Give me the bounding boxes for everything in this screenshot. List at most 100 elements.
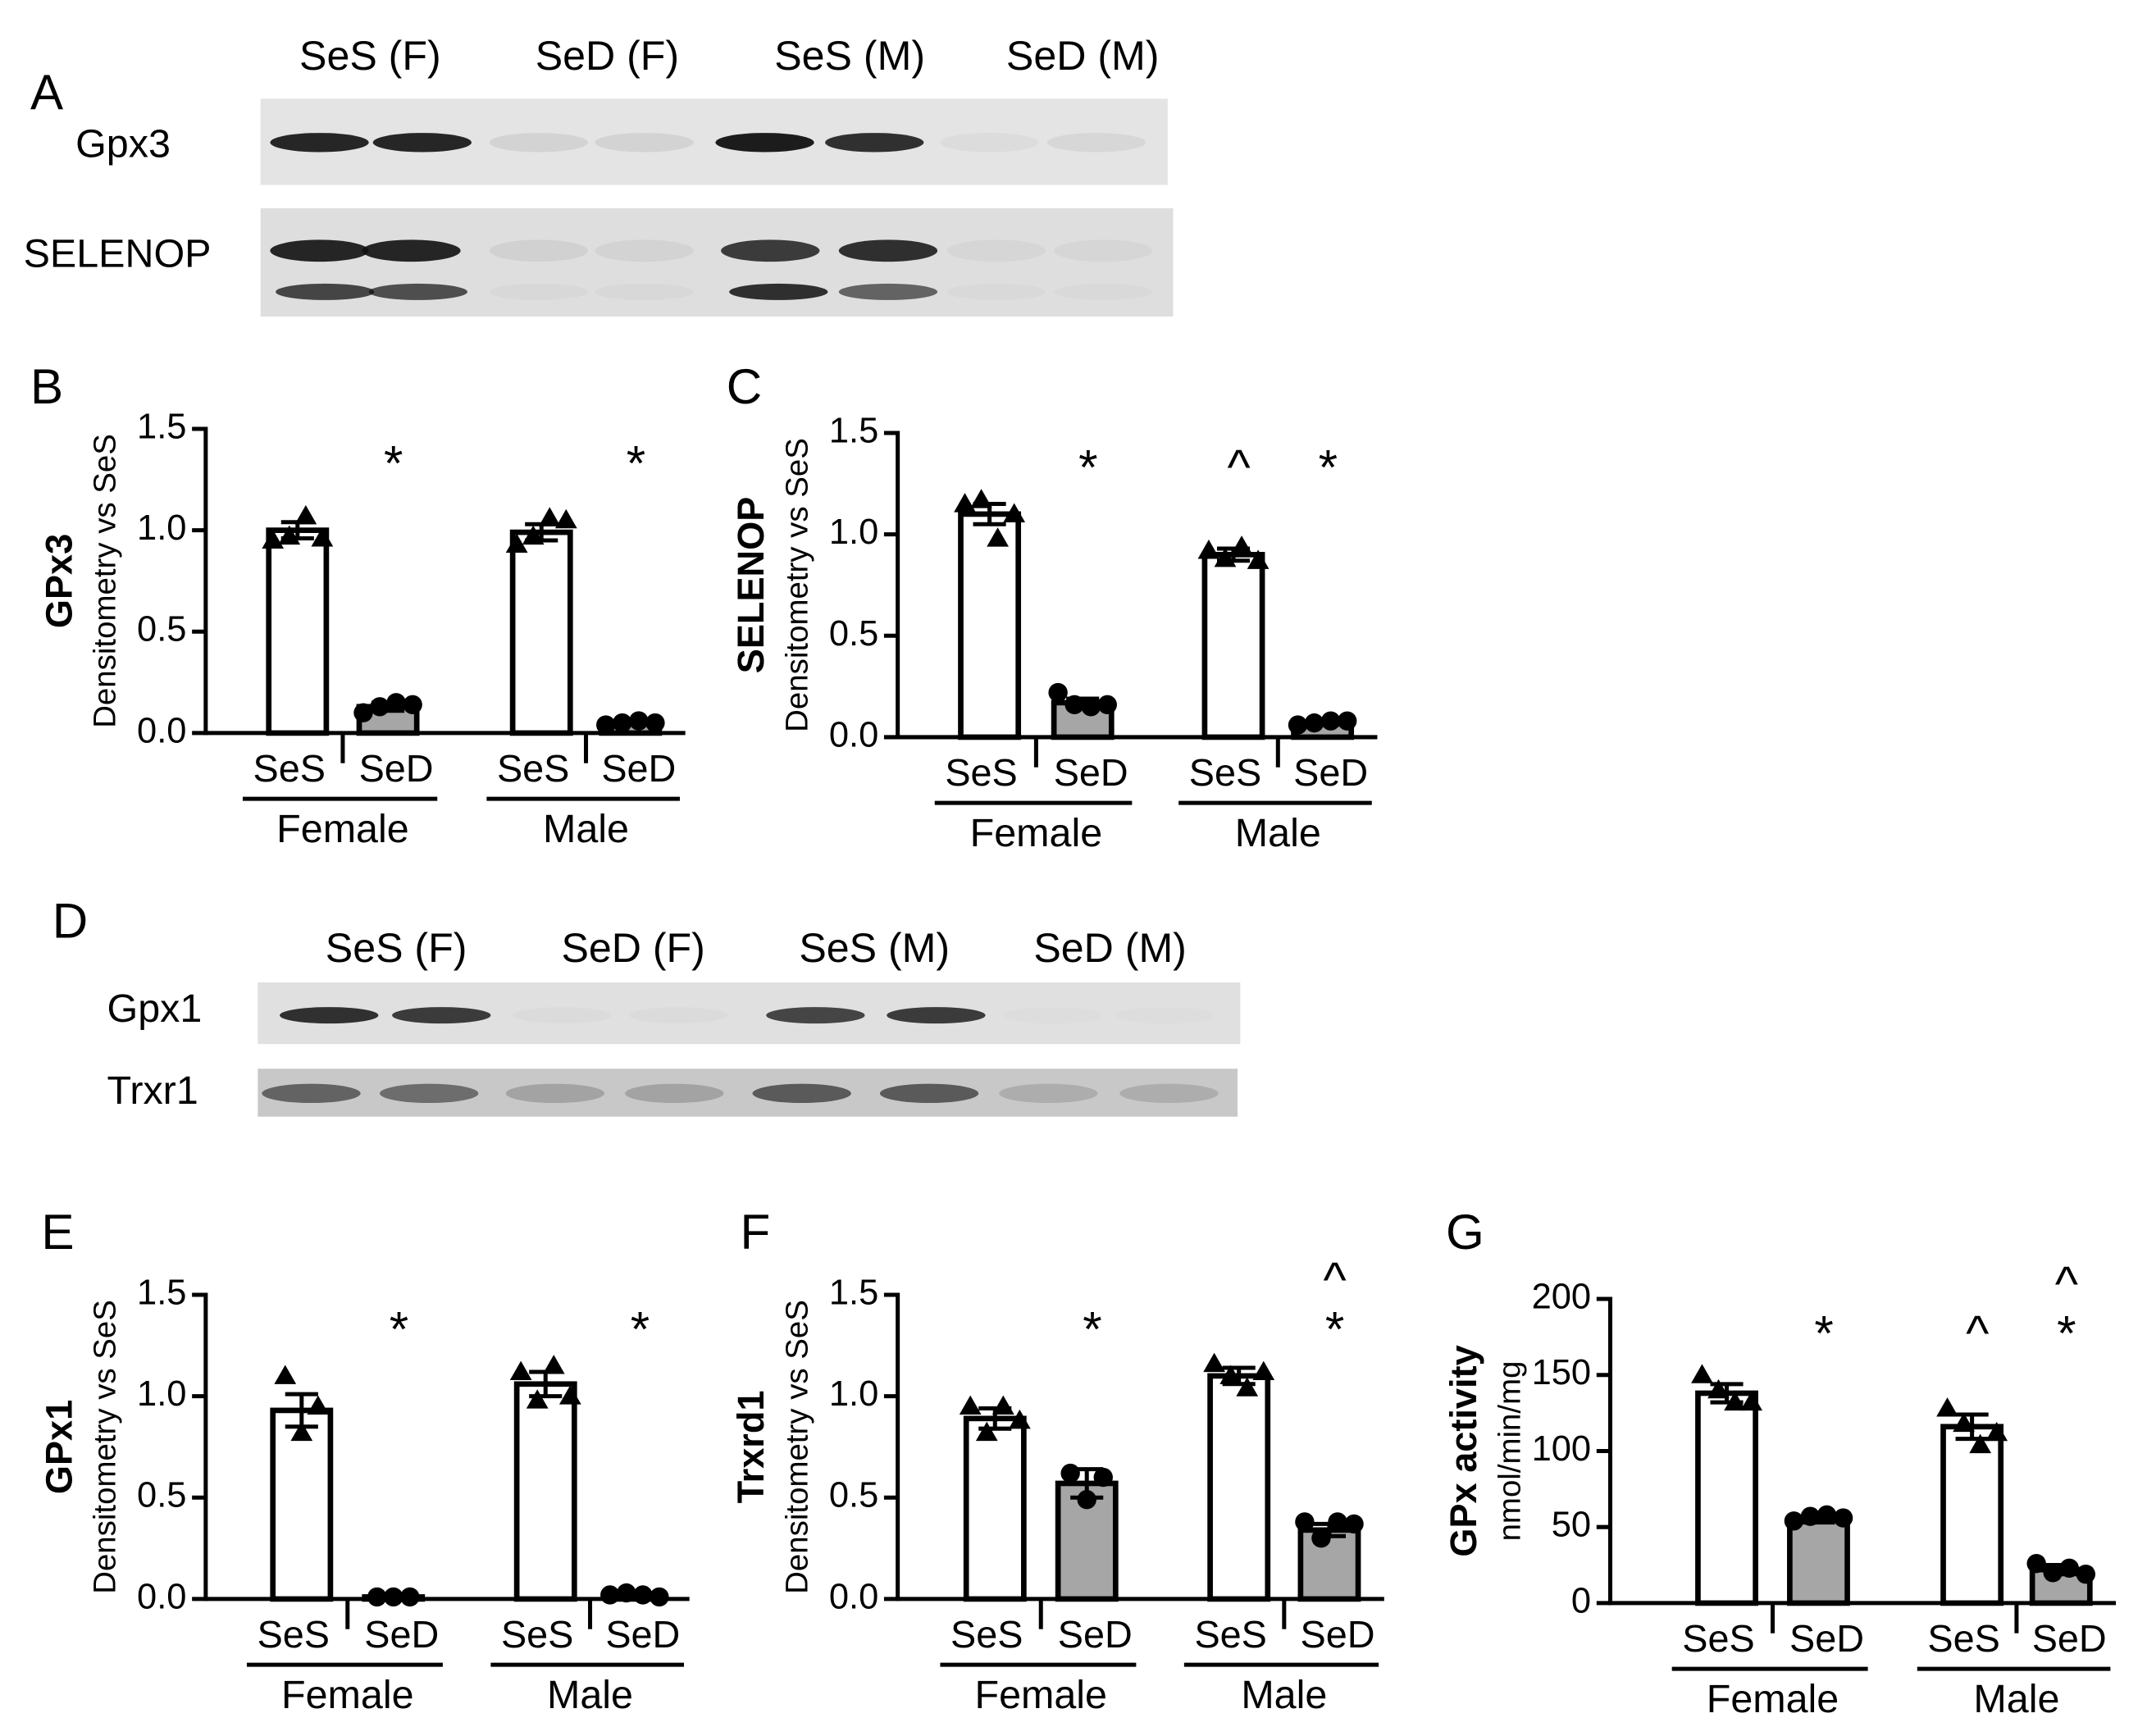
point (975, 1421, 998, 1442)
blot-band (270, 133, 369, 153)
point (1936, 1397, 1958, 1417)
annotation: * (631, 1302, 650, 1357)
point (1093, 1467, 1113, 1488)
y-axis-subtitle: Densitometry vs SeS (779, 438, 814, 732)
point (1247, 549, 1270, 569)
blot-strip (260, 207, 1174, 317)
lane-label: SeD (F) (561, 925, 704, 971)
y-axis-subtitle: Densitometry vs SeS (779, 1300, 814, 1594)
annotation: ^ (1324, 1253, 1347, 1308)
point (386, 693, 406, 713)
point (2059, 1558, 2079, 1578)
lane-label: SeS (F) (299, 33, 441, 79)
point (290, 1421, 313, 1442)
point (1230, 535, 1253, 555)
x-tick-label: SeD (364, 1613, 439, 1656)
point (1969, 1433, 1991, 1454)
point (274, 1365, 297, 1384)
point (1337, 711, 1357, 731)
group-label: Female (970, 811, 1103, 855)
blot-band (489, 239, 589, 262)
blot-band (595, 239, 694, 262)
panel-letter: G (1446, 1205, 1484, 1260)
y-tick-label: 1.0 (829, 513, 878, 552)
bar (1207, 1373, 1271, 1602)
group-label: Male (543, 807, 629, 851)
point (522, 525, 545, 545)
bar (958, 511, 1022, 740)
x-tick-label: SeS (253, 747, 326, 790)
bar (1940, 1424, 2004, 1606)
point (1219, 1365, 1242, 1384)
annotation: * (1083, 1302, 1101, 1357)
blot-band (999, 1083, 1098, 1104)
point (617, 1583, 636, 1603)
point (1320, 711, 1341, 731)
point (1081, 697, 1101, 717)
point (400, 1587, 420, 1607)
point (558, 1385, 581, 1405)
x-tick-label: SeS (950, 1613, 1023, 1656)
y-tick-label: 1.0 (137, 1374, 186, 1414)
blot-band (262, 1083, 361, 1104)
x-tick-label: SeD (1789, 1617, 1864, 1660)
annotation: * (627, 436, 645, 491)
bar (1695, 1390, 1758, 1606)
point (554, 508, 577, 529)
blot-band (1046, 133, 1146, 153)
group-label: Male (1973, 1677, 2059, 1721)
y-tick-label: 0 (1571, 1581, 1591, 1620)
y-axis-title: SELENOP (730, 497, 772, 674)
y-tick-label: 0.0 (829, 1577, 878, 1616)
x-tick-label: SeS (1927, 1617, 1999, 1660)
blot-row-label: SELENOP (24, 231, 212, 276)
point (1060, 1463, 1080, 1483)
lane-label: SeD (M) (1033, 925, 1187, 971)
blot-row-label: Trxr1 (107, 1068, 198, 1113)
y-tick-label: 200 (1532, 1277, 1591, 1316)
y-tick-label: 100 (1532, 1429, 1591, 1469)
blot-band (940, 133, 1039, 153)
point (294, 504, 317, 525)
y-tick-label: 0.5 (829, 1476, 878, 1515)
point (1288, 715, 1308, 735)
point (2026, 1554, 2046, 1574)
x-tick-label: SeD (1293, 751, 1368, 794)
y-tick-label: 1.0 (137, 508, 186, 548)
y-tick-label: 1.5 (137, 1273, 186, 1312)
y-tick-label: 1.5 (829, 411, 878, 450)
blot-band (887, 1007, 986, 1024)
annotation: * (1325, 1302, 1344, 1357)
group-label: Female (974, 1673, 1107, 1717)
x-tick-label: SeD (1300, 1613, 1374, 1656)
lane-label: SeD (F) (536, 33, 679, 79)
blot-band (276, 283, 375, 300)
annotation: ^ (2055, 1257, 2078, 1312)
point (353, 703, 373, 722)
annotation: * (390, 1302, 408, 1357)
x-tick-label: SeD (2032, 1617, 2107, 1660)
bar (963, 1415, 1027, 1602)
point (538, 507, 561, 526)
point (1953, 1412, 1975, 1433)
panel-letter: D (52, 894, 88, 949)
group-label: Male (547, 1673, 633, 1717)
group-label: Female (281, 1673, 414, 1717)
x-tick-label: SeD (359, 747, 434, 790)
point (542, 1355, 565, 1374)
point (633, 1585, 653, 1605)
blot-band (595, 133, 694, 153)
y-tick-label: 0.5 (137, 610, 186, 649)
blot-band (1054, 239, 1153, 262)
point (1295, 1512, 1315, 1532)
annotation: * (1319, 440, 1338, 495)
point (970, 489, 992, 508)
point (1203, 1352, 1225, 1373)
point (1817, 1505, 1837, 1525)
y-axis-title: Trxrd1 (730, 1390, 772, 1503)
blot-band (879, 1083, 979, 1104)
blot-band (380, 1083, 479, 1104)
blot-band (825, 133, 924, 153)
x-tick-label: SeS (945, 751, 1017, 794)
bar (513, 1381, 577, 1602)
